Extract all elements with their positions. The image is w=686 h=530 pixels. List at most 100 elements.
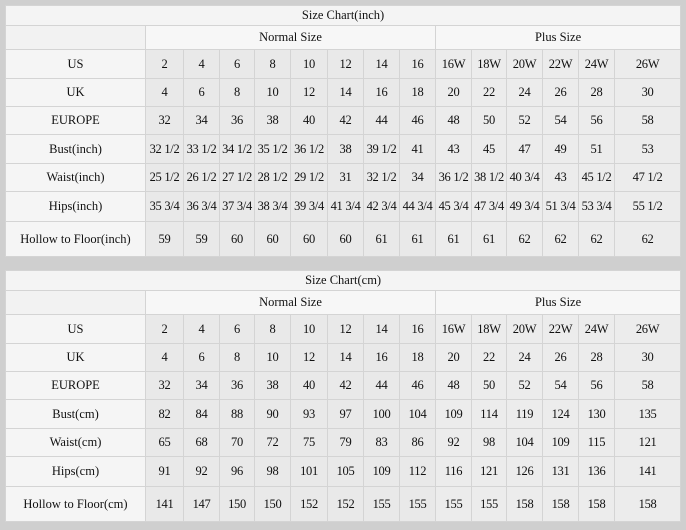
table-cell: 48 bbox=[435, 371, 472, 400]
table-row: Hollow to Floor(inch) 59 59 60 60 60 60 61 61 61 6… bbox=[5, 221, 682, 257]
chart-title: Size Chart(inch) bbox=[4, 5, 682, 26]
table-cell: 109 bbox=[435, 399, 472, 429]
table-cell: 38 bbox=[254, 106, 291, 135]
table-row: Bust(cm) 82 84 88 90 93 97 100 104 109 114 119 124 13… bbox=[5, 399, 682, 429]
row-label: Bust(cm) bbox=[5, 399, 146, 429]
table-cell: 150 bbox=[219, 486, 255, 522]
table-cell: 14 bbox=[327, 343, 364, 372]
table-cell: 40 bbox=[290, 371, 328, 400]
table-cell: 26W bbox=[613, 314, 682, 344]
table-cell: 12 bbox=[327, 314, 364, 344]
table-cell: 16W bbox=[435, 314, 472, 344]
table-cell: 158 bbox=[542, 486, 579, 522]
table-cell: 20 bbox=[435, 78, 472, 107]
table-cell: 25 1/2 bbox=[145, 163, 184, 192]
table-cell: 34 1/2 bbox=[219, 134, 255, 164]
table-cell: 14 bbox=[363, 314, 400, 344]
table-cell: 105 bbox=[327, 456, 364, 487]
table-cell: 93 bbox=[290, 399, 328, 429]
row-label: EUROPE bbox=[5, 106, 146, 135]
table-cell: 121 bbox=[613, 428, 682, 457]
group-header-row: Normal Size Plus Size bbox=[5, 25, 682, 50]
row-label: US bbox=[5, 49, 146, 79]
table-cell: 18 bbox=[399, 343, 436, 372]
table-cell: 90 bbox=[254, 399, 291, 429]
table-cell: 16 bbox=[363, 343, 400, 372]
row-label: Hips(cm) bbox=[5, 456, 146, 487]
table-cell: 6 bbox=[183, 78, 220, 107]
table-cell: 47 bbox=[506, 134, 543, 164]
table-cell: 61 bbox=[399, 221, 436, 257]
table-cell: 14 bbox=[363, 49, 400, 79]
table-cell: 14 bbox=[327, 78, 364, 107]
table-cell: 61 bbox=[435, 221, 472, 257]
table-cell: 88 bbox=[219, 399, 255, 429]
table-row: Waist(cm) 65 68 70 72 75 79 83 86 92 98 104 109 115 12… bbox=[5, 428, 682, 457]
table-row: US 2 4 6 8 10 12 14 16 16W 18W 20W 22W 24W 26W bbox=[5, 314, 682, 344]
table-cell: 30 bbox=[613, 78, 682, 107]
chart-title: Size Chart(cm) bbox=[4, 270, 682, 291]
table-cell: 44 bbox=[363, 106, 400, 135]
table-cell: 16 bbox=[399, 314, 436, 344]
table-cell: 32 1/2 bbox=[145, 134, 184, 164]
table-cell: 18 bbox=[399, 78, 436, 107]
table-cell: 158 bbox=[613, 486, 682, 522]
table-cell: 135 bbox=[613, 399, 682, 429]
group-normal-size: Normal Size bbox=[145, 290, 436, 315]
table-cell: 2 bbox=[145, 49, 184, 79]
table-cell: 62 bbox=[613, 221, 682, 257]
table-cell: 18W bbox=[471, 314, 507, 344]
table-cell: 60 bbox=[327, 221, 364, 257]
table-cell: 97 bbox=[327, 399, 364, 429]
table-cell: 24 bbox=[506, 78, 543, 107]
table-cell: 31 bbox=[327, 163, 364, 192]
size-chart-cm: Size Chart(cm) Normal Size Plus Size US 2 4 6 8… bbox=[4, 270, 682, 522]
table-cell: 46 bbox=[399, 371, 436, 400]
blank-corner-cell bbox=[5, 25, 146, 50]
table-cell: 121 bbox=[471, 456, 507, 487]
table-cell: 47 1/2 bbox=[613, 163, 682, 192]
table-cell: 26 1/2 bbox=[183, 163, 220, 192]
table-cell: 47 3/4 bbox=[471, 191, 507, 222]
table-cell: 42 3/4 bbox=[363, 191, 400, 222]
table-cell: 109 bbox=[363, 456, 400, 487]
table-cell: 92 bbox=[435, 428, 472, 457]
table-cell: 43 bbox=[542, 163, 579, 192]
table-cell: 49 bbox=[542, 134, 579, 164]
table-row: UK 4 6 8 10 12 14 16 18 20 22 24 26 28 30 bbox=[5, 78, 682, 107]
table-cell: 36 1/2 bbox=[435, 163, 472, 192]
table-cell: 45 3/4 bbox=[435, 191, 472, 222]
table-cell: 41 bbox=[399, 134, 436, 164]
table-cell: 62 bbox=[542, 221, 579, 257]
table-cell: 54 bbox=[542, 371, 579, 400]
table-cell: 22 bbox=[471, 78, 507, 107]
table-cell: 61 bbox=[363, 221, 400, 257]
table-cell: 53 3/4 bbox=[578, 191, 615, 222]
table-cell: 16 bbox=[399, 49, 436, 79]
table-cell: 59 bbox=[145, 221, 184, 257]
table-cell: 32 bbox=[145, 106, 184, 135]
table-cell: 16 bbox=[363, 78, 400, 107]
table-cell: 83 bbox=[363, 428, 400, 457]
title-row: Size Chart(inch) bbox=[4, 5, 682, 26]
table-cell: 96 bbox=[219, 456, 255, 487]
table-cell: 38 bbox=[327, 134, 364, 164]
table-cell: 75 bbox=[290, 428, 328, 457]
table-cell: 79 bbox=[327, 428, 364, 457]
table-cell: 130 bbox=[578, 399, 615, 429]
table-cell: 155 bbox=[363, 486, 400, 522]
table-cell: 49 3/4 bbox=[506, 191, 543, 222]
table-cell: 45 1/2 bbox=[578, 163, 615, 192]
table-cell: 44 bbox=[363, 371, 400, 400]
table-cell: 10 bbox=[290, 314, 328, 344]
blank-corner-cell bbox=[5, 290, 146, 315]
table-cell: 155 bbox=[399, 486, 436, 522]
table-cell: 10 bbox=[290, 49, 328, 79]
group-plus-size: Plus Size bbox=[434, 25, 682, 50]
table-cell: 28 1/2 bbox=[254, 163, 291, 192]
table-cell: 36 bbox=[219, 371, 255, 400]
table-cell: 30 bbox=[613, 343, 682, 372]
row-label: UK bbox=[5, 343, 146, 372]
table-cell: 55 1/2 bbox=[613, 191, 682, 222]
table-cell: 26 bbox=[542, 78, 579, 107]
